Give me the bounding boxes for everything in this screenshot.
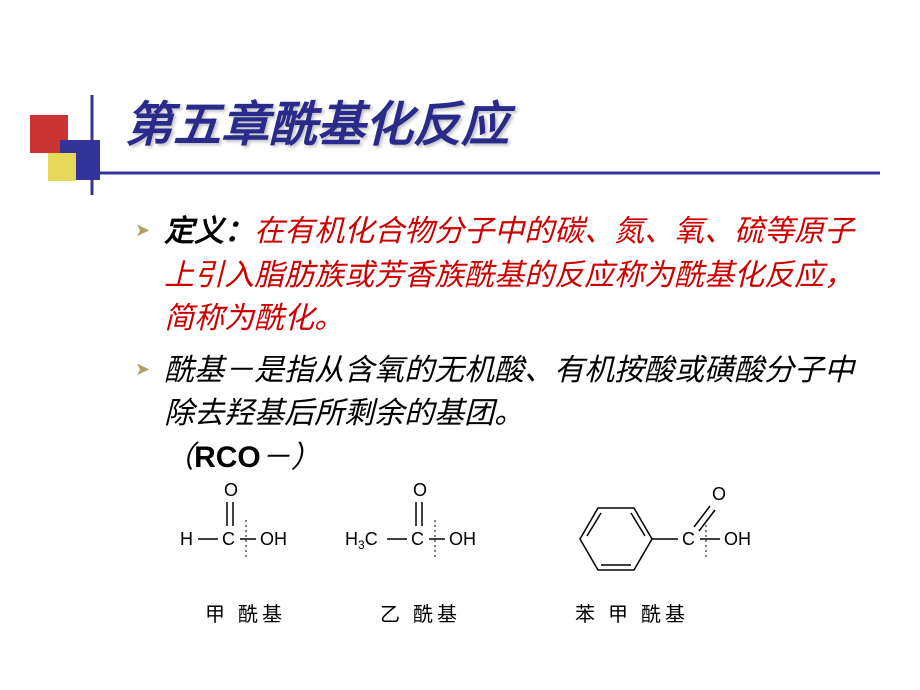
struct3-oh: OH [724, 529, 751, 549]
rco-dash: － [261, 441, 291, 474]
struct2-o-top: O [413, 480, 427, 500]
struct1-oh: OH [260, 529, 287, 549]
struct2-c: C [411, 529, 424, 549]
struct3-c: C [682, 529, 695, 549]
bullet-text: 定义：在有机化合物分子中的碳、氮、氧、硫等原子上引入脂肪族或芳香族酰基的反应称为… [164, 210, 875, 341]
slide-title: 第五章酰基化反应 [125, 85, 509, 155]
struct3-o-top: O [712, 484, 726, 504]
content-area: ➤ 定义：在有机化合物分子中的碳、氮、氧、硫等原子上引入脂肪族或芳香族酰基的反应… [135, 210, 875, 487]
paren-close: ） [291, 441, 321, 474]
struct2-label: 乙 酰基 [380, 598, 461, 627]
structures-area: H C O OH H3C C O OH [170, 470, 870, 670]
bullet-text: 酰基－是指从含氧的无机酸、有机按酸或磺酸分子中除去羟基后所剩余的基团。 （RCO… [164, 349, 875, 480]
definition-body: 在有机化合物分子中的碳、氮、氧、硫等原子上引入脂肪族或芳香族酰基的反应称为酰基化… [164, 215, 854, 335]
struct1-left: H [180, 529, 193, 549]
paren-open: （ [164, 441, 194, 474]
struct1-label: 甲 酰基 [205, 598, 286, 627]
struct2-oh: OH [449, 529, 476, 549]
rco-label: RCO [194, 441, 261, 474]
chevron-icon: ➤ [135, 359, 150, 380]
struct2-left: H3C [345, 529, 378, 552]
acyl-body: 酰基－是指从含氧的无机酸、有机按酸或磺酸分子中除去羟基后所剩余的基团。 [164, 354, 854, 431]
struct3-label: 苯 甲 酰基 [575, 598, 689, 627]
struct1-o-top: O [224, 480, 238, 500]
struct1-c: C [222, 529, 235, 549]
chevron-icon: ➤ [135, 220, 150, 241]
bullet-item: ➤ 定义：在有机化合物分子中的碳、氮、氧、硫等原子上引入脂肪族或芳香族酰基的反应… [135, 210, 875, 341]
bullet-item: ➤ 酰基－是指从含氧的无机酸、有机按酸或磺酸分子中除去羟基后所剩余的基团。 （R… [135, 349, 875, 480]
definition-label: 定义： [164, 215, 254, 248]
